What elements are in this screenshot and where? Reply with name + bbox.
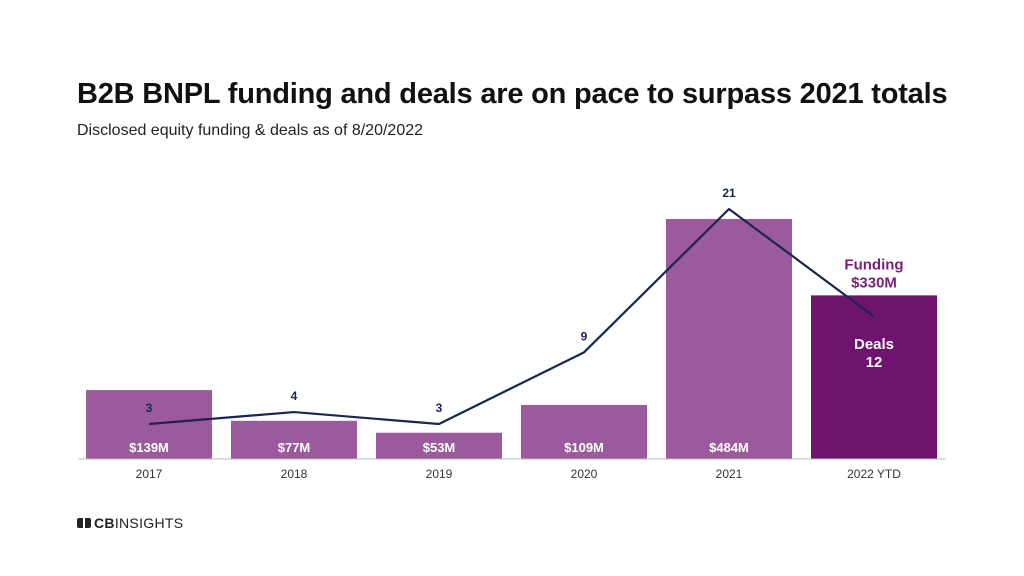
deals-highlight-name: Deals bbox=[854, 336, 894, 353]
deals-data-label: 3 bbox=[146, 401, 153, 415]
funding-data-label: $77M bbox=[278, 440, 311, 455]
x-tick-label: 2018 bbox=[281, 467, 308, 481]
deals-data-label: 4 bbox=[291, 389, 298, 403]
deals-data-label: 21 bbox=[722, 186, 736, 200]
funding-highlight-name: Funding bbox=[844, 256, 903, 273]
cb-logo-icon bbox=[77, 518, 91, 528]
funding-bar-2017 bbox=[86, 390, 212, 459]
deals-data-label: 9 bbox=[581, 329, 588, 343]
funding-bar-2021 bbox=[666, 219, 792, 459]
x-tick-label: 2020 bbox=[571, 467, 598, 481]
funding-data-label: $139M bbox=[129, 440, 169, 455]
x-tick-label: 2022 YTD bbox=[847, 467, 901, 481]
logo-brand-bold: CB bbox=[94, 515, 115, 531]
funding-bar-2018 bbox=[231, 420, 357, 459]
funding-data-label: $484M bbox=[709, 440, 749, 455]
deals-highlight-value: 12 bbox=[866, 354, 883, 371]
funding-data-label: $53M bbox=[423, 440, 456, 455]
funding-bar-2022-ytd bbox=[811, 295, 937, 459]
cb-insights-logo: CB INSIGHTS bbox=[77, 515, 183, 531]
funding-bar-2020 bbox=[521, 404, 647, 459]
chart-subtitle: Disclosed equity funding & deals as of 8… bbox=[77, 122, 424, 139]
x-tick-label: 2019 bbox=[426, 467, 453, 481]
deals-data-label: 3 bbox=[436, 401, 443, 415]
deals-line bbox=[148, 207, 875, 426]
funding-highlight-value: $330M bbox=[851, 274, 897, 291]
x-tick-label: 2021 bbox=[716, 467, 743, 481]
funding-bar-2019 bbox=[376, 432, 502, 459]
logo-brand-rest: INSIGHTS bbox=[114, 515, 184, 531]
funding-data-label: $109M bbox=[564, 440, 604, 455]
x-tick-label: 2017 bbox=[136, 467, 163, 481]
chart-title: B2B BNPL funding and deals are on pace t… bbox=[77, 78, 948, 110]
